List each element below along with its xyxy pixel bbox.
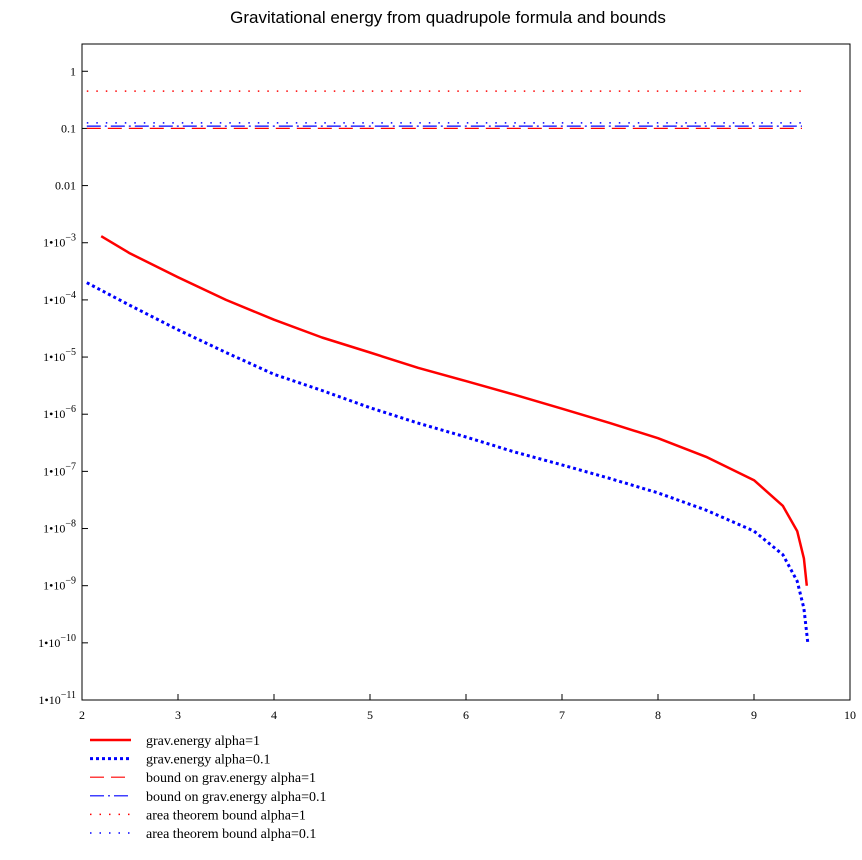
y-tick-label: 0.1 [61, 121, 76, 135]
legend-label: grav.energy alpha=1 [146, 734, 260, 749]
y-tick-exponent: −9 [65, 576, 76, 587]
legend: grav.energy alpha=1 grav.energy alpha=0.1… [90, 734, 327, 842]
x-tick-label: 5 [367, 708, 373, 722]
x-tick-label: 4 [271, 708, 277, 722]
series-line-1 [100, 235, 809, 586]
y-tick-label: 1•10−8 [43, 519, 76, 536]
series-line-2 [86, 281, 810, 643]
chart-title: Gravitational energy from quadrupole for… [230, 8, 666, 27]
legend-label: bound on grav.energy alpha=1 [146, 771, 316, 786]
x-axis: 2 3 4 5 6 7 8 9 10 [79, 694, 856, 722]
legend-label: grav.energy alpha=0.1 [146, 753, 271, 768]
y-tick-label: 1•10−6 [43, 404, 76, 421]
plot-frame [81, 43, 851, 701]
series-layer [86, 90, 810, 643]
y-tick-label: 1•10−9 [43, 576, 76, 593]
y-tick-exponent: −4 [65, 290, 76, 301]
y-tick-exponent: −10 [60, 633, 76, 644]
y-tick-label: 1•10−4 [43, 290, 76, 307]
y-tick-label: 1•10−7 [43, 461, 76, 478]
y-tick-label: 1 [70, 64, 76, 78]
y-tick-exponent: −8 [65, 519, 76, 530]
y-tick-label: 1•10−3 [43, 233, 76, 250]
x-tick-label: 6 [463, 708, 469, 722]
y-tick-label: 1•10−10 [38, 633, 76, 650]
x-tick-label: 8 [655, 708, 661, 722]
x-tick-label: 2 [79, 708, 85, 722]
y-tick-exponent: −7 [65, 461, 76, 472]
x-tick-label: 10 [844, 708, 856, 722]
x-tick-label: 7 [559, 708, 565, 722]
y-tick-exponent: −5 [65, 347, 76, 358]
legend-label: area theorem bound alpha=0.1 [146, 827, 316, 842]
legend-label: area theorem bound alpha=1 [146, 808, 306, 823]
y-tick-label: 0.01 [55, 179, 76, 193]
y-tick-label: 1•10−5 [43, 347, 76, 364]
x-tick-label: 9 [751, 708, 757, 722]
legend-label: bound on grav.energy alpha=0.1 [146, 790, 327, 805]
y-tick-exponent: −6 [65, 404, 76, 415]
y-tick-exponent: −11 [61, 690, 76, 701]
y-tick-exponent: −3 [65, 233, 76, 244]
x-tick-label: 3 [175, 708, 181, 722]
y-tick-label: 1•10−11 [39, 690, 76, 707]
y-axis: 1 0.1 0.01 1•10−3 1•10−4 1•10−5 1•10−6 1•10−7 1•… [38, 64, 88, 707]
